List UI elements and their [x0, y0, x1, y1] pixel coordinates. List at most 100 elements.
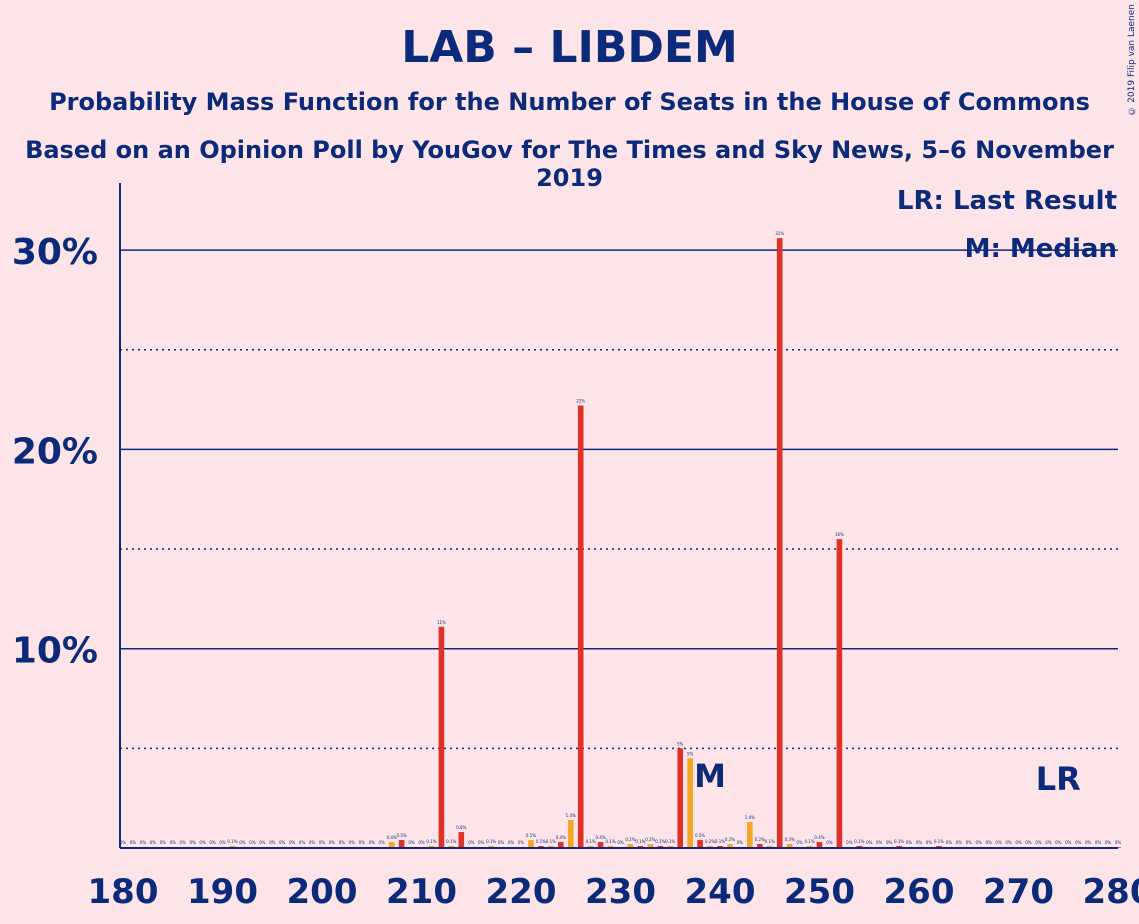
data-label: 0.1% — [715, 839, 725, 844]
bar — [458, 832, 465, 848]
y-tick-label: 10% — [12, 631, 98, 672]
y-tick-label: 30% — [12, 232, 98, 273]
bar — [836, 539, 843, 848]
data-label: 0.1% — [426, 839, 436, 844]
bar — [697, 840, 703, 848]
y-tick-label: 20% — [12, 431, 98, 472]
data-label: 11% — [437, 620, 446, 625]
data-label: 0% — [269, 840, 276, 845]
data-label: 0% — [339, 840, 346, 845]
bar — [786, 844, 793, 848]
bar — [647, 844, 654, 848]
data-label: 0% — [508, 840, 515, 845]
data-label: 0.8% — [456, 825, 466, 830]
data-label: 0% — [160, 840, 167, 845]
data-label: 0% — [976, 840, 983, 845]
data-label: 0% — [926, 840, 933, 845]
data-label: 0.1% — [804, 839, 814, 844]
data-label: 0.2% — [645, 837, 655, 842]
data-label: 0% — [876, 840, 883, 845]
x-tick-label: 230 — [585, 872, 656, 912]
data-label: 0.1% — [934, 839, 944, 844]
data-label: 0% — [1115, 840, 1122, 845]
data-label: 0% — [478, 840, 485, 845]
data-label: 1.4% — [566, 813, 576, 818]
data-label: 0% — [140, 840, 147, 845]
data-label: 0% — [249, 840, 256, 845]
data-label: 0% — [737, 840, 744, 845]
data-label: 0.1% — [486, 839, 496, 844]
bar — [776, 238, 783, 849]
last-result-marker: LR — [1036, 760, 1081, 798]
data-label: 0.2% — [705, 839, 715, 844]
x-tick-label: 210 — [386, 872, 457, 912]
data-label: 0% — [906, 840, 913, 845]
data-label: 0% — [369, 840, 376, 845]
data-label: 0% — [995, 840, 1002, 845]
chart-title: LAB – LIBDEM — [401, 22, 738, 73]
data-label: 0.1% — [635, 839, 645, 844]
bar — [528, 840, 534, 848]
data-label: 0% — [239, 840, 246, 845]
bar — [747, 822, 753, 848]
chart-source: Based on an Opinion Poll by YouGov for T… — [25, 136, 1114, 192]
data-label: 0.1% — [446, 839, 456, 844]
data-label: 0.1% — [227, 839, 237, 844]
bar — [816, 842, 823, 848]
data-label: 0% — [1095, 840, 1102, 845]
data-label: 0.1% — [765, 839, 775, 844]
data-label: 0% — [826, 840, 833, 845]
data-label: 5% — [687, 751, 694, 756]
bar — [677, 748, 683, 848]
data-label: 0.1% — [586, 839, 596, 844]
data-label: 0% — [279, 840, 286, 845]
data-label: 0% — [1065, 840, 1072, 845]
data-label: 0% — [518, 840, 525, 845]
data-label: 0% — [1025, 840, 1032, 845]
data-label: 0% — [319, 840, 326, 845]
x-tick-label: 240 — [685, 872, 756, 912]
data-label: 0% — [1015, 840, 1022, 845]
chart-subtitle: Probability Mass Function for the Number… — [49, 88, 1090, 116]
data-label: 0.4% — [556, 835, 566, 840]
data-label: 22% — [576, 399, 585, 404]
data-label: 0% — [259, 840, 266, 845]
x-tick-label: 250 — [784, 872, 855, 912]
data-label: 0.2% — [725, 837, 735, 842]
data-label: 0.4% — [814, 835, 824, 840]
data-label: 0% — [219, 840, 226, 845]
data-label: 0.4% — [596, 835, 606, 840]
bar — [687, 758, 693, 848]
data-label: 0.3% — [785, 837, 795, 842]
x-tick-label: 190 — [187, 872, 258, 912]
data-label: 0% — [379, 840, 386, 845]
data-label: 0% — [1085, 840, 1092, 845]
legend-last-result: LR: Last Result — [897, 186, 1117, 216]
bar — [627, 844, 634, 848]
data-label: 0% — [886, 840, 893, 845]
data-label: 0% — [1105, 840, 1112, 845]
bar — [577, 405, 584, 848]
data-label: 0% — [418, 840, 425, 845]
x-tick-label: 180 — [88, 872, 159, 912]
data-label: 0.1% — [546, 839, 556, 844]
x-tick-label: 270 — [983, 872, 1054, 912]
data-label: 0% — [299, 840, 306, 845]
x-tick-label: 260 — [884, 872, 955, 912]
data-label: 0.1% — [605, 839, 615, 844]
legend-median: M: Median — [965, 234, 1117, 264]
data-label: 0% — [617, 840, 624, 845]
x-tick-label: 220 — [486, 872, 557, 912]
bar — [727, 844, 733, 848]
data-label: 0% — [985, 840, 992, 845]
data-label: 0% — [199, 840, 206, 845]
data-label: 0% — [408, 840, 415, 845]
data-label: 0% — [956, 840, 963, 845]
x-tick-label: 280 — [1083, 872, 1139, 912]
bar — [388, 842, 395, 848]
data-label: 0% — [796, 840, 803, 845]
x-tick-label: 200 — [287, 872, 358, 912]
bar — [757, 844, 763, 848]
data-label: 31% — [775, 231, 784, 236]
